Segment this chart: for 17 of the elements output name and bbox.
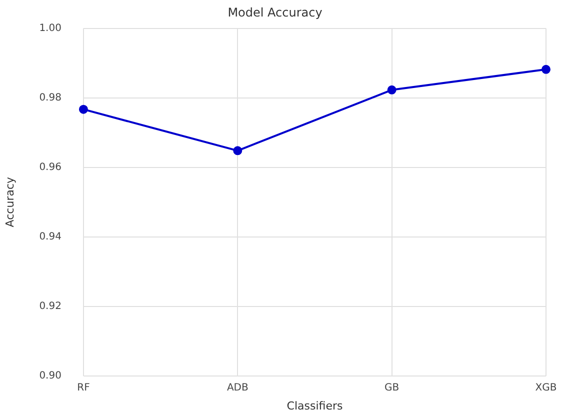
y-tick-label: 0.98 xyxy=(39,92,62,104)
x-tick-label: XGB xyxy=(535,382,557,394)
point xyxy=(542,64,550,74)
x-tick-label: ADB xyxy=(226,382,248,394)
point xyxy=(387,85,396,94)
y-tick-label: 1.00 xyxy=(39,22,62,34)
x-axis-title: Classifiers xyxy=(286,399,343,412)
point xyxy=(78,104,88,114)
chart-title: Model Accuracy xyxy=(228,5,322,20)
x-tick-label: RF xyxy=(77,382,90,394)
y-tick-label: 0.94 xyxy=(39,231,62,242)
x-tick-label: GB xyxy=(384,382,400,394)
y-tick-label: 0.90 xyxy=(39,370,62,382)
y-tick-label: 0.96 xyxy=(39,162,62,173)
point xyxy=(233,146,242,156)
y-tick-label: 0.92 xyxy=(39,300,62,312)
y-axis-title: Accuracy xyxy=(3,176,16,228)
